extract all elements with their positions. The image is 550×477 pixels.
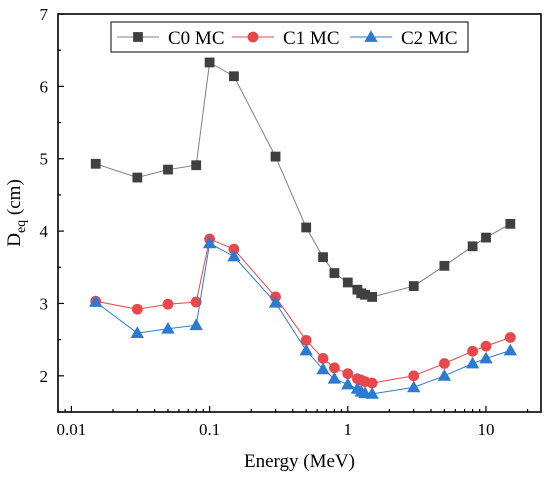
y-tick-label: 7 (40, 5, 49, 24)
x-tick-label: 0.1 (199, 420, 220, 439)
data-point (329, 268, 340, 278)
legend-box (110, 21, 469, 53)
data-point (130, 326, 145, 339)
legend-entry: C1 MC (232, 28, 340, 49)
data-point (479, 351, 493, 364)
data-point (327, 371, 342, 384)
data-point (162, 298, 174, 310)
legend-marker (364, 30, 378, 42)
series-2 (89, 236, 518, 399)
data-point (467, 345, 479, 357)
data-point (191, 160, 202, 171)
y-tick-label: 5 (40, 150, 49, 169)
data-point (227, 249, 241, 262)
legend-label: C2 MC (401, 28, 458, 49)
data-point (438, 358, 450, 369)
data-point (89, 295, 103, 307)
series-0 (90, 57, 516, 302)
data-point (341, 377, 355, 390)
series-layer (89, 57, 518, 399)
y-axis-label-unit: (cm) (4, 179, 25, 220)
axes: 2 3 4 5 6 7 0.01 0.1 1 10 (40, 5, 542, 439)
data-point (318, 252, 328, 263)
data-point (437, 369, 452, 381)
legend-entry: C0 MC (117, 28, 225, 49)
data-point (132, 172, 143, 183)
data-point (329, 362, 340, 374)
series-1 (90, 233, 516, 389)
data-point (467, 241, 478, 252)
legend-label: C1 MC (283, 28, 340, 49)
y-tick-label: 4 (40, 222, 49, 241)
legend-label: C0 MC (168, 28, 225, 49)
y-axis-label: Deq (cm) (4, 179, 29, 247)
y-tick-label: 2 (40, 367, 49, 386)
data-point (366, 377, 378, 389)
data-point (408, 281, 419, 291)
legend-marker (247, 31, 259, 43)
data-point (317, 353, 329, 364)
data-point (270, 151, 281, 162)
data-point (503, 343, 518, 356)
data-point (481, 232, 491, 243)
series-line (95, 61, 511, 298)
data-point (204, 57, 215, 68)
data-point (190, 296, 202, 308)
data-point (342, 277, 353, 288)
legend: C0 MC C1 MC C2 MC (110, 21, 469, 53)
data-point (90, 158, 101, 169)
data-point (299, 343, 313, 356)
data-point (161, 321, 175, 334)
data-point (131, 303, 143, 315)
y-axis-label-subscript: eq (14, 220, 29, 233)
x-tick-label: 10 (478, 420, 495, 439)
legend-entry: C2 MC (350, 28, 458, 49)
data-point (480, 340, 492, 352)
series-line (95, 238, 511, 384)
x-axis-label: Energy (MeV) (244, 451, 355, 472)
data-point (229, 71, 239, 82)
data-point (365, 387, 379, 399)
data-point (367, 292, 378, 302)
series-line (95, 242, 511, 395)
data-point (407, 380, 421, 393)
data-point (163, 164, 173, 175)
data-point (439, 260, 450, 271)
data-point (268, 295, 283, 308)
data-point (202, 236, 217, 249)
y-tick-label: 6 (40, 77, 49, 96)
x-tick-label: 0.01 (57, 420, 87, 439)
y-tick-label: 3 (40, 294, 49, 313)
data-point (301, 222, 312, 233)
data-point (408, 370, 420, 382)
y-axis-label-main: D (4, 233, 25, 247)
data-point (504, 332, 516, 343)
data-point (189, 318, 203, 331)
data-point (316, 362, 330, 375)
data-point (342, 368, 354, 380)
x-tick-label: 1 (344, 420, 353, 439)
data-point (505, 218, 516, 229)
plot-frame (57, 13, 542, 413)
legend-marker (133, 32, 143, 42)
data-point (465, 356, 480, 369)
